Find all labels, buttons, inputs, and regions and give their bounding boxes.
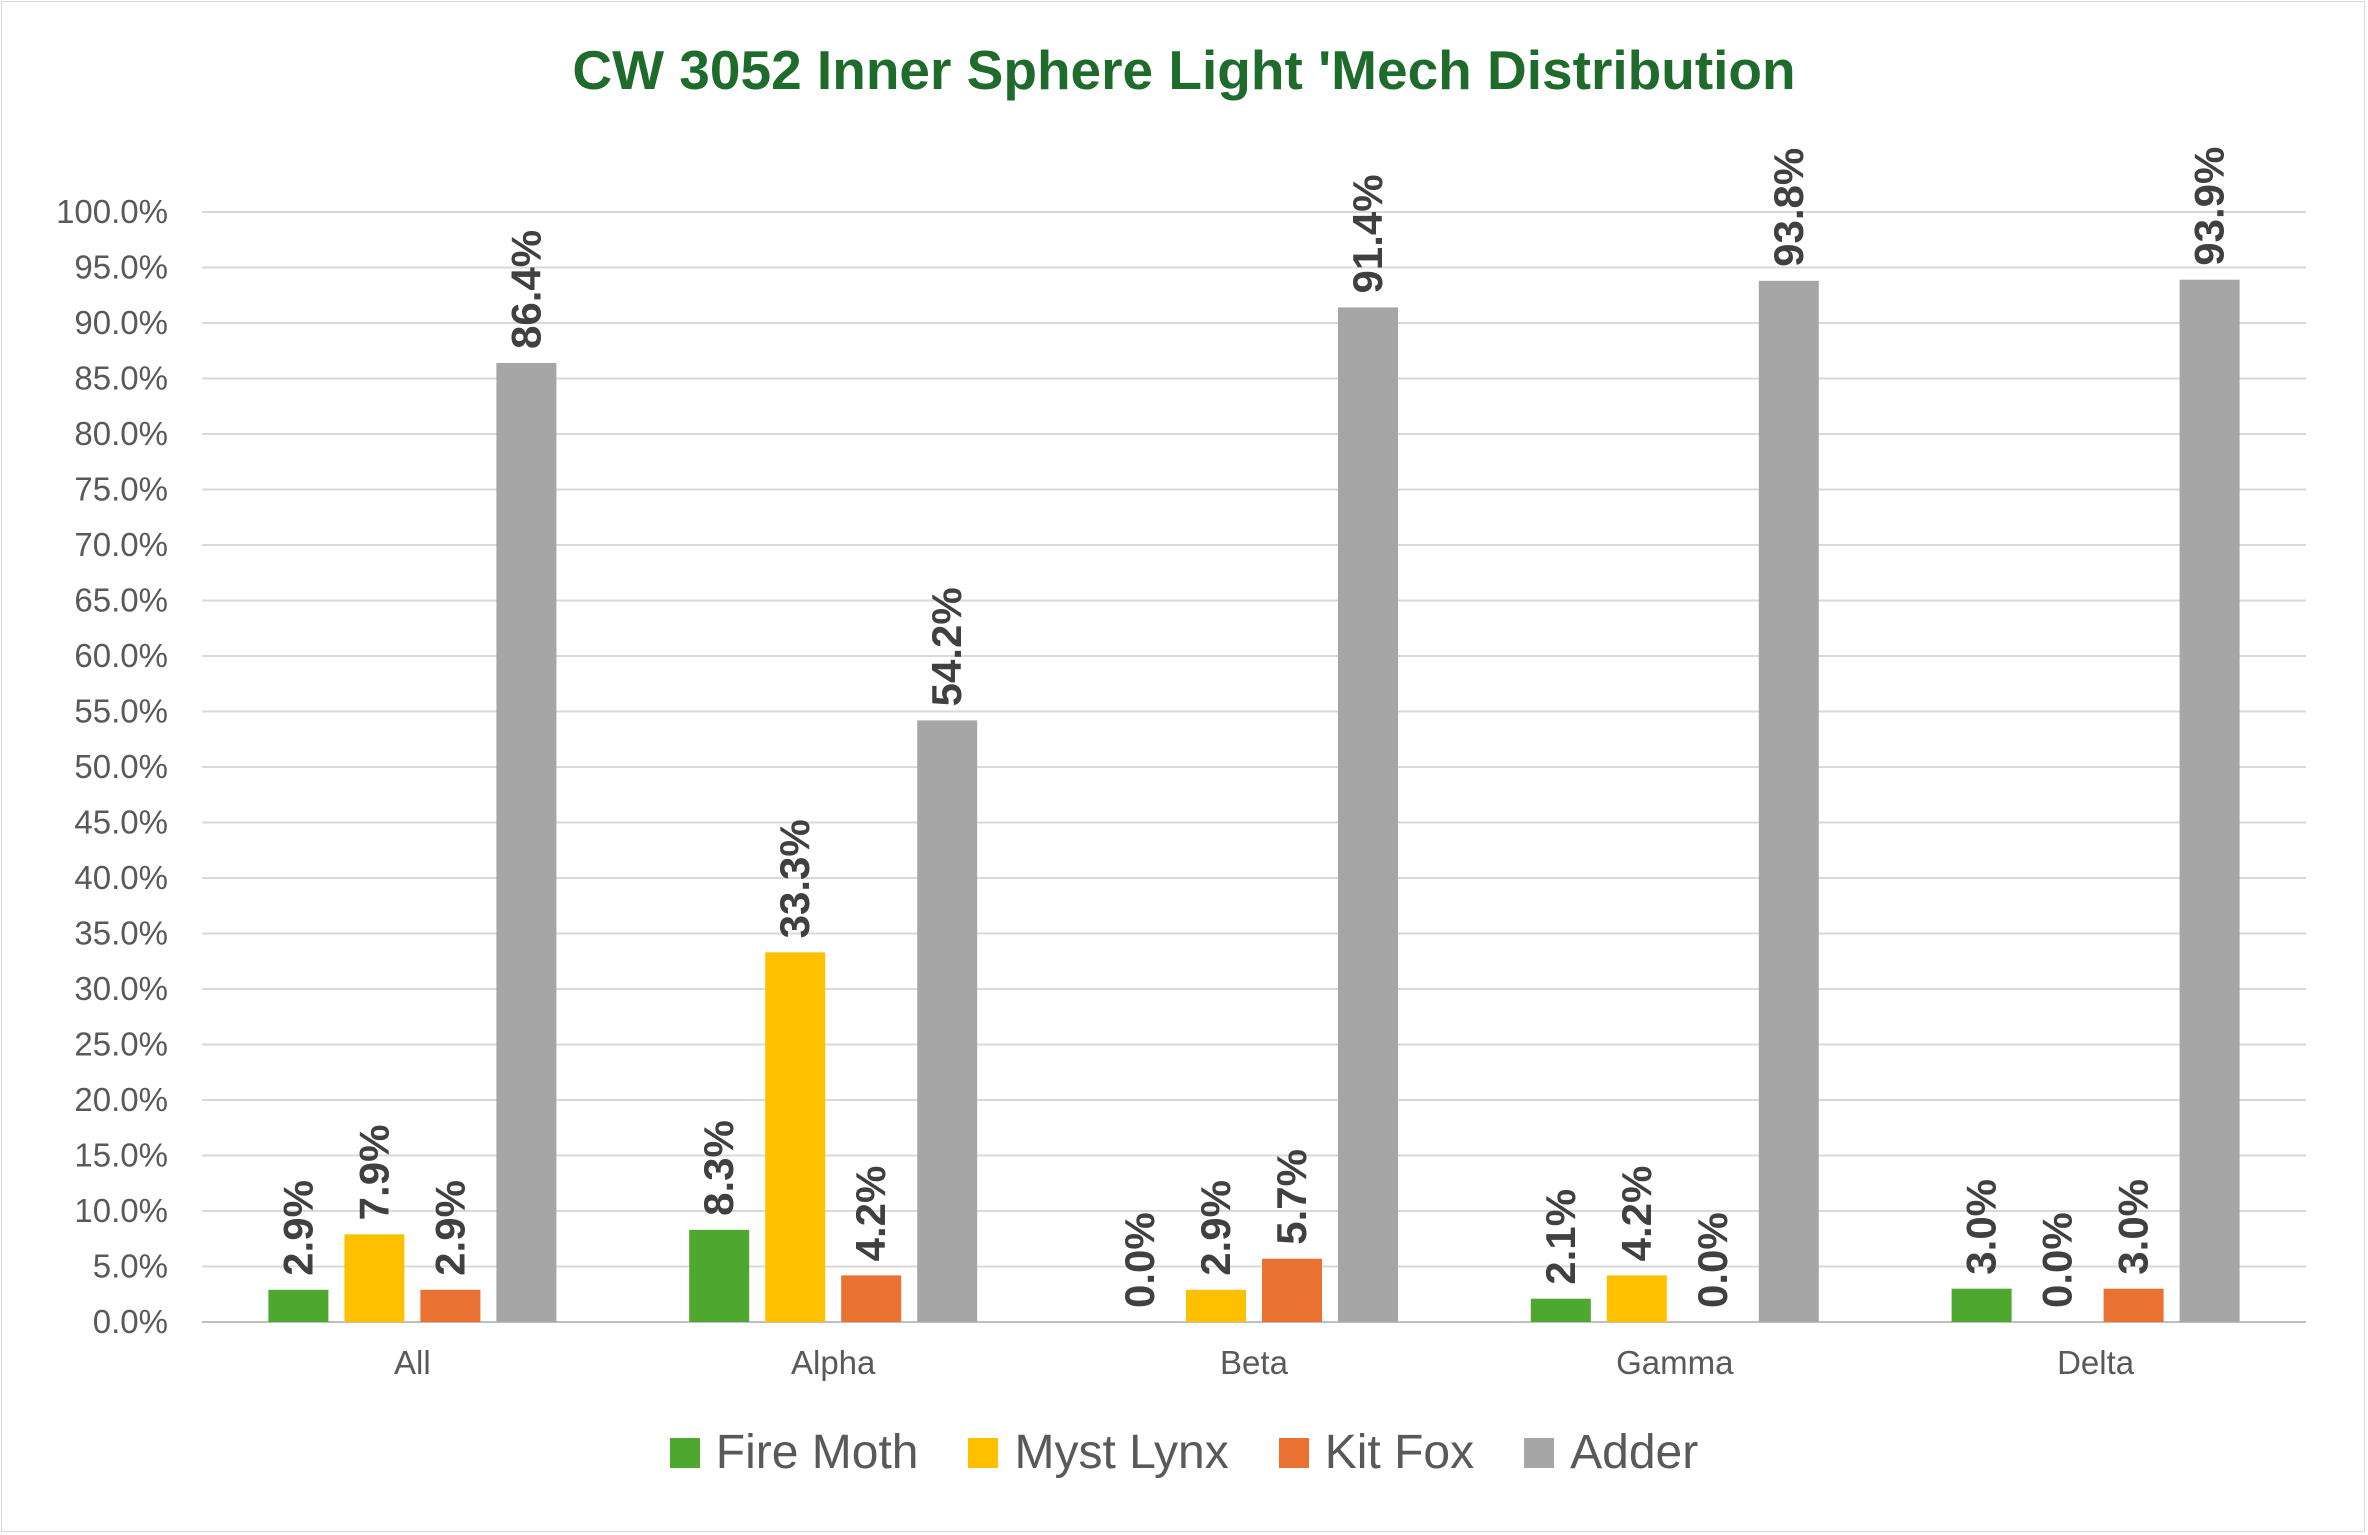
data-label: 33.3% [771,819,818,938]
y-tick-label: 45.0% [74,804,168,841]
data-label: 8.3% [695,1120,742,1216]
bar-fire-moth [268,1289,329,1322]
data-label: 93.8% [1765,148,1812,267]
bar-adder [1758,280,1819,1322]
data-label: 7.9% [350,1125,397,1221]
y-tick-label: 65.0% [74,582,168,619]
y-tick-label: 90.0% [74,304,168,341]
data-label: 2.9% [1192,1180,1239,1276]
legend-swatch [1524,1437,1555,1468]
x-category-label: All [394,1344,431,1381]
bar-fire-moth [1951,1288,2012,1322]
data-label: 91.4% [1344,174,1391,293]
bar-fire-moth [689,1229,750,1322]
bar-myst-lynx [1186,1289,1246,1322]
chart-title: CW 3052 Inner Sphere Light 'Mech Distrib… [572,39,1796,101]
y-tick-label: 20.0% [74,1081,168,1118]
y-tick-label: 95.0% [74,249,168,286]
y-tick-label: 60.0% [74,637,168,674]
data-label: 4.2% [847,1166,894,1262]
x-category-label: Beta [1220,1344,1289,1381]
bar-kit-fox [420,1289,481,1322]
y-tick-label: 40.0% [74,859,168,896]
bar-myst-lynx [765,952,826,1322]
y-tick-label: 15.0% [74,1137,168,1174]
y-tick-label: 55.0% [74,693,168,730]
data-label: 2.1% [1537,1189,1584,1285]
bar-adder [2179,279,2240,1323]
y-tick-label: 50.0% [74,748,168,785]
y-tick-label: 100.0% [56,193,168,230]
x-category-label: Delta [2057,1344,2135,1381]
data-label: 4.2% [1613,1166,1660,1262]
y-tick-label: 70.0% [74,526,168,563]
y-tick-label: 10.0% [74,1192,168,1229]
data-label: 3.0% [2110,1179,2157,1275]
bar-kit-fox [1262,1258,1322,1322]
data-label: 2.9% [274,1180,321,1276]
y-tick-label: 5.0% [93,1248,168,1285]
data-label: 2.9% [426,1180,473,1276]
data-label: 54.2% [923,587,970,706]
x-category-label: Alpha [791,1344,876,1381]
data-label: 93.9% [2186,147,2233,266]
x-category-label: Gamma [1616,1344,1734,1381]
legend-swatch [1278,1437,1309,1468]
data-label: 0.0% [1116,1212,1163,1308]
data-label: 3.0% [1958,1179,2005,1275]
legend-swatch [669,1437,700,1468]
y-tick-label: 0.0% [93,1303,168,1340]
data-label: 0.0% [2034,1212,2081,1308]
y-tick-label: 30.0% [74,970,168,1007]
bar-myst-lynx [344,1234,405,1322]
bar-adder [496,362,557,1323]
legend-label: Kit Fox [1324,1426,1475,1479]
y-tick-label: 75.0% [74,471,168,508]
y-tick-label: 80.0% [74,415,168,452]
y-tick-label: 35.0% [74,915,168,952]
bar-fire-moth [1530,1298,1591,1322]
legend-swatch [968,1437,999,1468]
bar-kit-fox [2103,1288,2164,1322]
data-label: 86.4% [502,230,549,349]
legend-item: Myst Lynx [968,1425,1229,1480]
bar-myst-lynx [1606,1275,1667,1322]
bar-adder [917,720,978,1322]
legend-item: Fire Moth [669,1425,919,1480]
bar-adder [1338,307,1398,1323]
y-tick-label: 85.0% [74,360,168,397]
data-label: 0.0% [1689,1212,1736,1308]
legend-label: Fire Moth [715,1426,919,1479]
data-label: 5.7% [1268,1149,1315,1245]
legend-label: Adder [1570,1426,1699,1479]
legend-item: Kit Fox [1278,1425,1475,1480]
legend-item: Adder [1524,1425,1698,1480]
legend-label: Myst Lynx [1014,1426,1229,1479]
legend: Fire Moth Myst Lynx Kit Fox Adder [0,1425,2368,1480]
bar-kit-fox [841,1275,902,1322]
y-tick-label: 25.0% [74,1026,168,1063]
